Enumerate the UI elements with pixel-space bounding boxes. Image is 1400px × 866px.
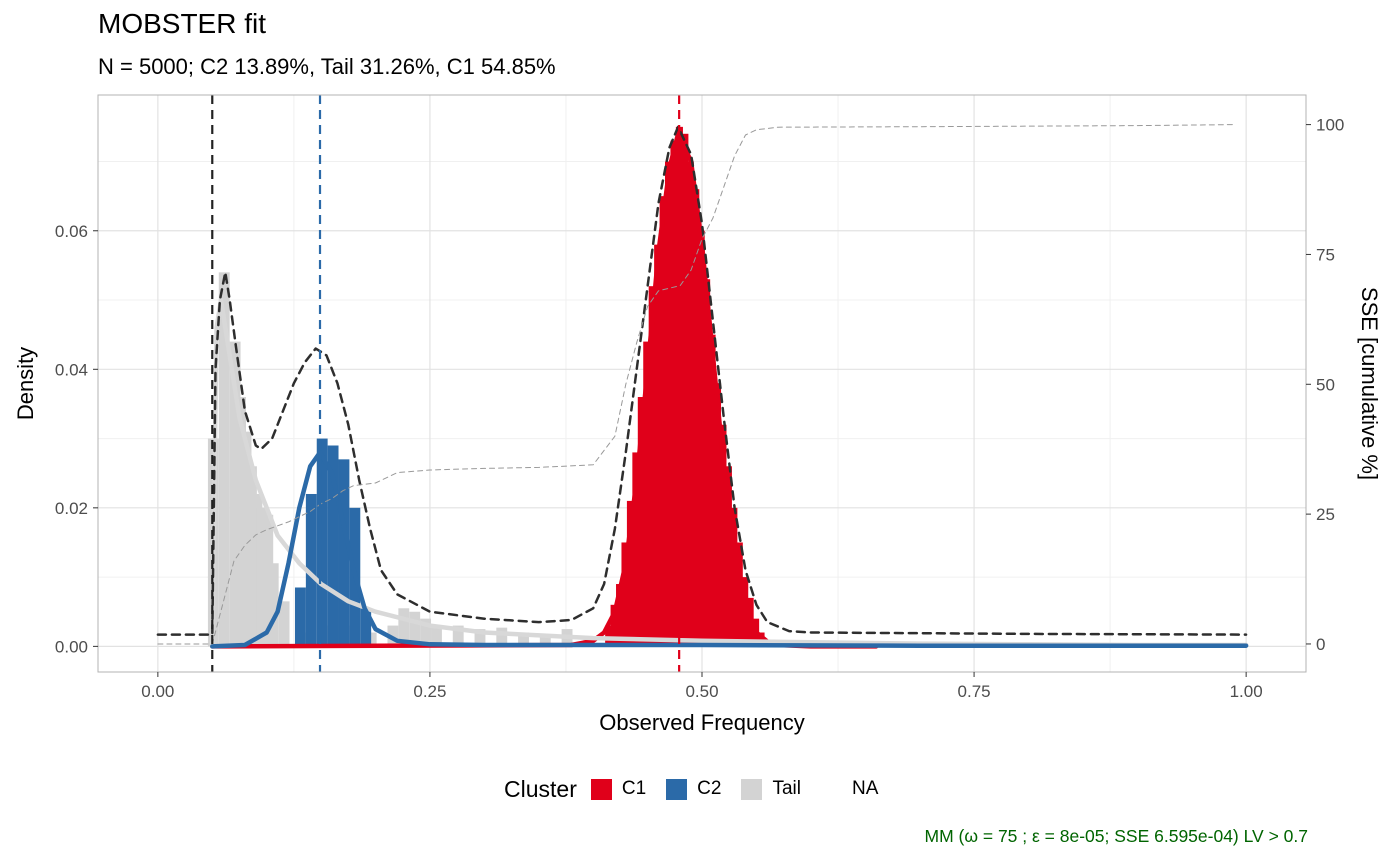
histogram-bar-c1 (643, 341, 651, 647)
histogram-bar-tail (409, 611, 421, 647)
legend-label-na: NA (851, 778, 879, 799)
histogram-bar-c2 (305, 493, 317, 647)
histogram-bar-c1 (681, 133, 689, 647)
legend-label-c1: C1 (621, 778, 647, 799)
legend-item-na: NA (821, 778, 878, 800)
histogram-bar-c1 (719, 424, 727, 647)
curve-mixture-density (156, 125, 1248, 636)
chart-marks (156, 95, 1249, 672)
histogram-bar-tail (365, 632, 377, 647)
x-tick-label: 0.75 (958, 682, 991, 701)
histogram-bar-c1 (724, 466, 732, 647)
legend-item-c2: C2 (666, 778, 721, 800)
legend-key-c1 (590, 778, 612, 800)
histogram-bar-tail (246, 466, 257, 647)
y-tick-label: 0.02 (55, 499, 88, 518)
histogram-bar-c1 (626, 500, 634, 647)
histogram-bar-c1 (713, 383, 722, 647)
histogram-bar-c1 (703, 279, 711, 647)
histogram-bar-c1 (654, 244, 662, 647)
histogram-bar-c2 (360, 608, 372, 647)
x-tick-label: 0.50 (685, 682, 718, 701)
histogram-bar-c1 (708, 334, 716, 647)
chart-subtitle: N = 5000; C2 13.89%, Tail 31.26%, C1 54.… (98, 54, 556, 79)
histogram-bar-c1 (610, 604, 618, 647)
legend-label-tail: Tail (772, 778, 801, 799)
histogram-bar-c1 (670, 140, 678, 647)
curve-c2-density (210, 450, 1249, 649)
legend-label-c2: C2 (697, 778, 722, 799)
histogram-bar-c1 (686, 161, 694, 647)
histogram-bar-tail (267, 563, 279, 647)
histogram-bar-c1 (637, 397, 645, 647)
histogram-bar-tail (278, 601, 290, 647)
x-axis-title: Observed Frequency (599, 710, 804, 735)
histogram-bar-c1 (735, 542, 743, 647)
y-axis-title: Density (13, 347, 38, 420)
histogram-bar-c1 (616, 584, 624, 647)
model-caption: MM (ω = 75 ; ε = 8e-05; SSE 6.595e-04) L… (924, 826, 1309, 846)
chart-title: MOBSTER fit (98, 8, 267, 39)
x-tick-label: 1.00 (1230, 682, 1263, 701)
y2-tick-label: 50 (1316, 375, 1335, 394)
y2-tick-label: 25 (1316, 505, 1335, 524)
legend-title: Cluster (504, 775, 577, 802)
y-tick-label: 0.06 (55, 222, 88, 241)
legend-item-tail: Tail (741, 778, 801, 800)
histogram-bar-c2 (338, 459, 350, 647)
y2-tick-label: 0 (1316, 635, 1325, 654)
histogram-bar-tail (398, 608, 410, 647)
histogram-bar-c1 (648, 286, 656, 647)
histogram-bar-c1 (605, 625, 613, 647)
histogram-bar-c1 (741, 577, 749, 647)
x-tick-label: 0.00 (141, 682, 174, 701)
y-tick-label: 0.00 (55, 637, 88, 656)
y2-tick-label: 100 (1316, 116, 1344, 135)
histogram-bar-c1 (692, 189, 700, 647)
histogram-bar-tail (218, 272, 230, 647)
histogram-bar-tail (431, 625, 442, 647)
histogram-bar-c2 (327, 445, 339, 647)
histogram-bar-tail (452, 625, 464, 647)
histogram-bar-tail (539, 635, 551, 647)
legend: Cluster C1 C2 Tail NA (504, 772, 898, 806)
y-tick-label: 0.04 (55, 360, 88, 379)
legend-key-tail (741, 778, 763, 800)
histogram-bar-c1 (664, 161, 673, 647)
chart-axes: 0.00 0.25 0.50 0.75 1.00 0.00 0.02 0.04 0.06 0 25 5… (13, 94, 1382, 735)
legend-item-c1: C1 (590, 778, 647, 800)
curve-c1-density (210, 131, 879, 649)
histogram-bar-c1 (730, 507, 738, 647)
curve-sse-cumulative (157, 124, 1236, 645)
histogram-bar-c1 (621, 542, 629, 647)
histogram-bar-c1 (697, 230, 705, 647)
histogram-bar-c1 (632, 452, 640, 647)
histogram-bar-tail (474, 629, 486, 647)
histogram-bar-c1 (659, 196, 667, 647)
legend-key-na (821, 779, 842, 800)
y2-tick-label: 75 (1316, 245, 1335, 264)
x-tick-label: 0.25 (413, 682, 446, 701)
legend-key-c2 (666, 778, 688, 800)
histogram-bar-c2 (316, 438, 328, 647)
histogram-bar-tail (496, 627, 508, 647)
y2-axis-title: SSE [cumulative %] (1357, 287, 1382, 480)
histogram-bar-tail (518, 632, 529, 647)
histogram-bar-c2 (294, 587, 306, 647)
histogram-bar-tail (420, 618, 432, 647)
histogram-bar-tail (256, 507, 268, 647)
